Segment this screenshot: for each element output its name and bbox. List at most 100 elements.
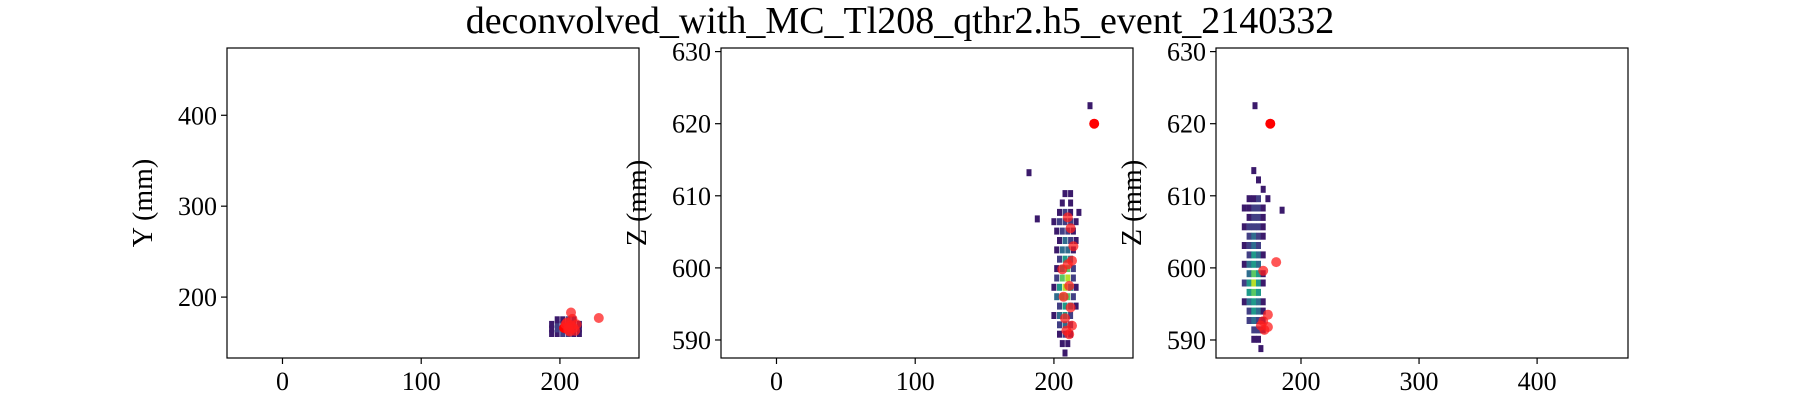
heatmap-cell bbox=[1057, 237, 1062, 244]
scatter-point bbox=[593, 313, 604, 323]
heatmap-cell bbox=[1251, 195, 1257, 203]
plot-frame-xy bbox=[226, 47, 640, 359]
heatmap-cell bbox=[1260, 279, 1266, 287]
scatter-point bbox=[1068, 241, 1079, 252]
heatmap-cell bbox=[1068, 208, 1074, 216]
heatmap-cell bbox=[1057, 312, 1062, 319]
heatmap-cell bbox=[1059, 274, 1065, 282]
y-tick-label: 600 bbox=[672, 254, 711, 283]
scatter-points-xy bbox=[559, 307, 604, 337]
heatmap-cell bbox=[1057, 283, 1062, 291]
scatter-point bbox=[1057, 264, 1068, 275]
heatmap-cell bbox=[1068, 199, 1074, 207]
heatmap-cell bbox=[1256, 270, 1261, 278]
heatmap-cell bbox=[1062, 237, 1068, 244]
heatmap-cell bbox=[1256, 232, 1261, 240]
scatter-point bbox=[563, 322, 574, 333]
scatter-point bbox=[1065, 302, 1076, 313]
heatmap-cells-xz bbox=[1026, 102, 1093, 357]
heatmap-cell bbox=[1256, 242, 1261, 249]
y-tick-label: 200 bbox=[178, 283, 217, 312]
heatmap-cell bbox=[1076, 208, 1082, 216]
y-tick-label: 600 bbox=[1167, 254, 1206, 283]
y-axis-ticks-yz: 590 600 610 620 630 bbox=[1167, 38, 1216, 355]
heatmap-cell bbox=[1059, 246, 1065, 254]
scatter-point bbox=[1089, 118, 1100, 129]
scatter-point bbox=[1259, 324, 1270, 335]
heatmap-cell bbox=[1260, 307, 1266, 315]
heatmap-cell bbox=[1279, 206, 1285, 214]
heatmap-cell bbox=[1068, 237, 1074, 244]
y-tick-label: 610 bbox=[672, 182, 711, 211]
heatmap-cell bbox=[1252, 102, 1258, 110]
heatmap-cell bbox=[1059, 199, 1065, 207]
y-tick-label: 400 bbox=[178, 101, 217, 130]
heatmap-cell bbox=[1246, 213, 1252, 221]
heatmap-cell bbox=[1059, 227, 1065, 235]
heatmap-cell bbox=[1062, 208, 1068, 216]
heatmap-cell bbox=[1256, 260, 1261, 268]
heatmap-cell bbox=[1251, 223, 1257, 231]
y-tick-label: 620 bbox=[672, 110, 711, 139]
heatmap-cell bbox=[1087, 102, 1093, 110]
scatter-point bbox=[566, 307, 576, 318]
heatmap-cell bbox=[1256, 176, 1261, 184]
heatmap-cell bbox=[1241, 279, 1247, 287]
scatter-points-xz bbox=[1057, 118, 1100, 340]
heatmap-cell bbox=[1062, 190, 1068, 198]
heatmap-cell bbox=[1057, 218, 1062, 226]
heatmap-cell bbox=[1246, 288, 1252, 296]
x-tick-label: 200 bbox=[1281, 367, 1320, 396]
scatter-point bbox=[1064, 329, 1075, 340]
heatmap-cell bbox=[549, 330, 555, 337]
heatmap-cell bbox=[1256, 195, 1261, 203]
scatter-point bbox=[1060, 313, 1070, 324]
panel-xy: 0 100 200 200 300 400 Y (mm) bbox=[128, 47, 640, 396]
heatmap-cell bbox=[1073, 237, 1079, 244]
heatmap-cell bbox=[554, 316, 560, 324]
heatmap-cell bbox=[1034, 215, 1040, 223]
heatmap-cell bbox=[1057, 302, 1062, 310]
scatter-point bbox=[1058, 291, 1069, 302]
heatmap-cell bbox=[1260, 298, 1266, 306]
y-tick-label: 620 bbox=[1167, 110, 1206, 139]
heatmap-cell bbox=[1054, 265, 1060, 273]
scatter-point bbox=[1265, 118, 1276, 129]
heatmap-cell bbox=[1260, 204, 1266, 212]
heatmap-cell bbox=[560, 330, 566, 337]
heatmap-cell bbox=[1054, 227, 1060, 235]
x-tick-label: 200 bbox=[540, 367, 579, 396]
scatter-points-yz bbox=[1255, 118, 1282, 335]
heatmap-cell bbox=[1251, 326, 1257, 334]
heatmap-cell bbox=[1251, 307, 1257, 315]
heatmap-cell bbox=[1260, 251, 1266, 259]
heatmap-cell bbox=[1251, 317, 1257, 324]
scatter-point bbox=[1064, 280, 1075, 291]
x-axis-ticks-xz: 0 100 200 bbox=[770, 358, 1073, 396]
heatmap-cell bbox=[1054, 274, 1060, 282]
x-tick-label: 100 bbox=[402, 367, 441, 396]
x-axis-ticks-yz: 200 300 400 bbox=[1281, 358, 1557, 396]
heatmap-cell bbox=[1251, 335, 1257, 343]
heatmap-cell bbox=[1070, 293, 1076, 301]
y-tick-label: 590 bbox=[1167, 326, 1206, 355]
y-tick-label: 630 bbox=[672, 38, 711, 67]
heatmap-cell bbox=[1068, 190, 1074, 198]
x-axis-ticks-xy: 0 100 200 bbox=[276, 358, 579, 396]
heatmap-cell bbox=[554, 320, 560, 328]
heatmap-cell bbox=[1256, 223, 1261, 231]
heatmap-cell bbox=[1241, 242, 1247, 249]
heatmap-cell bbox=[1068, 218, 1074, 226]
heatmap-cell bbox=[1246, 242, 1252, 249]
heatmap-cell bbox=[1256, 288, 1261, 296]
heatmap-cell bbox=[1251, 270, 1257, 278]
y-axis-ticks-xy: 200 300 400 bbox=[178, 101, 227, 312]
heatmap-cell bbox=[1062, 302, 1068, 310]
y-axis-ticks-xz: 590 600 610 620 630 bbox=[672, 38, 721, 355]
heatmap-cell bbox=[1051, 218, 1057, 226]
heatmap-cell bbox=[1256, 251, 1261, 259]
heatmap-cell bbox=[1057, 321, 1062, 329]
heatmap-cell bbox=[576, 330, 582, 337]
heatmap-cell bbox=[1065, 340, 1071, 348]
